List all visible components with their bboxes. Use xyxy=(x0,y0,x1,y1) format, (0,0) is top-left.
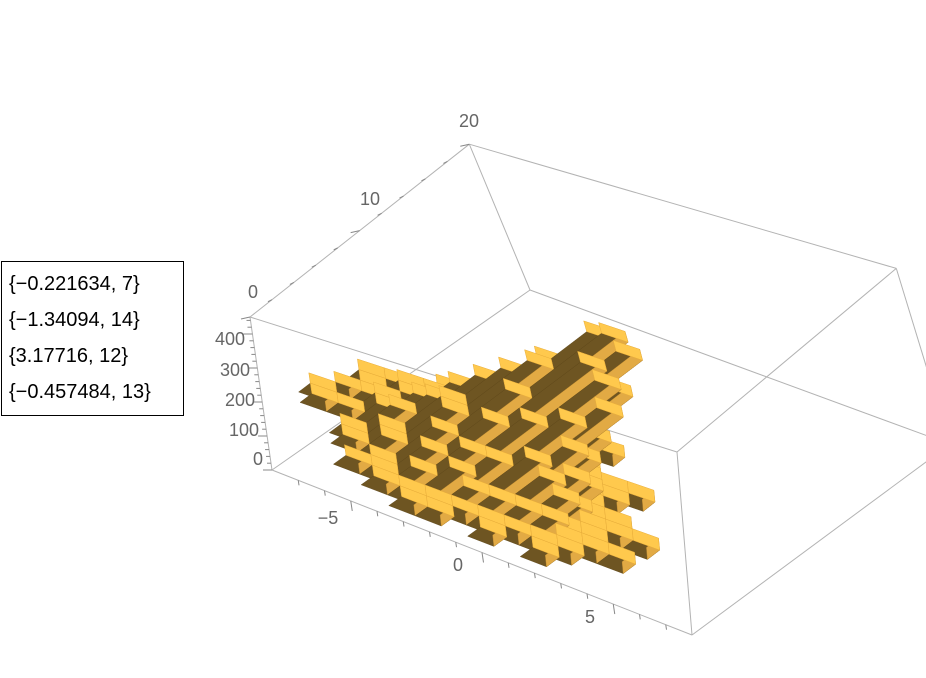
histogram-bar xyxy=(360,464,401,496)
x-tick-mark xyxy=(639,614,641,620)
axis-ticks xyxy=(240,143,667,630)
bar-top-face xyxy=(409,454,438,477)
bar-top-face xyxy=(524,349,555,370)
bar-top-face xyxy=(558,407,588,429)
x-tick-mark xyxy=(376,511,379,517)
x-tick-mark xyxy=(560,583,562,589)
z-tick-mark xyxy=(443,161,448,164)
histogram-bar xyxy=(299,382,339,413)
x-tick-mark xyxy=(665,624,667,630)
x-tick-label: 5 xyxy=(585,607,595,627)
z-tick-mark xyxy=(333,247,338,251)
box-edge xyxy=(529,289,926,436)
y-tick-label: 200 xyxy=(225,390,255,410)
z-tick-mark xyxy=(377,212,382,216)
bar-top-face xyxy=(598,322,629,343)
histogram-bar xyxy=(332,444,373,475)
z-tick-mark xyxy=(421,178,426,182)
histogram-bar xyxy=(467,515,508,547)
box-edge xyxy=(676,451,693,636)
z-tick-mark xyxy=(350,230,360,234)
histogram-bars xyxy=(298,320,661,574)
histogram-bar xyxy=(620,528,661,560)
box-edge xyxy=(895,268,926,368)
x-tick-mark xyxy=(324,490,326,496)
z-tick-mark xyxy=(311,264,317,268)
bar-top-face xyxy=(612,340,643,361)
x-tick-mark xyxy=(350,500,353,512)
y-tick-label: 400 xyxy=(215,329,245,349)
box-edge xyxy=(468,144,531,291)
bar-top-face xyxy=(627,480,656,503)
box-edge xyxy=(676,268,897,453)
histogram-bar xyxy=(388,485,429,517)
bar-top-face xyxy=(551,483,581,505)
tooltip-line: {−0.457484, 13} xyxy=(9,381,151,403)
box-edge xyxy=(469,143,897,269)
bar-top-face xyxy=(519,407,549,429)
z-tick-label: 10 xyxy=(360,189,380,209)
bar-top-face xyxy=(594,396,624,418)
bar-top-face xyxy=(523,445,553,468)
x-tick-mark xyxy=(297,480,300,486)
z-tick-mark xyxy=(240,316,251,320)
z-tick-mark xyxy=(289,281,295,285)
histogram-bar xyxy=(414,495,455,527)
bar-top-face xyxy=(426,495,455,518)
bar-top-face xyxy=(591,369,622,390)
bar-top-face xyxy=(607,542,636,565)
bar-top-face xyxy=(556,534,585,557)
y-tick-label: 100 xyxy=(229,420,259,440)
bar-top-face xyxy=(577,350,608,372)
y-tick-label: 0 xyxy=(253,449,263,469)
bar-top-face xyxy=(447,455,477,477)
x-tick-mark xyxy=(612,603,616,615)
box-edge xyxy=(249,316,273,471)
bar-top-face xyxy=(484,445,514,467)
histogram-bar xyxy=(519,535,560,568)
bar-top-face xyxy=(336,391,366,413)
tooltip-box: {−0.221634, 7} {−1.34094, 14} {3.17716, … xyxy=(1,261,184,416)
bar-top-face xyxy=(379,423,409,445)
tooltip-line: {3.17716, 12} xyxy=(9,345,129,367)
x-tick-mark xyxy=(534,573,536,579)
x-tick-mark xyxy=(481,552,484,563)
z-tick-mark xyxy=(267,299,273,303)
bar-top-face xyxy=(541,503,570,526)
bar-top-face xyxy=(631,528,660,551)
x-tick-label: −5 xyxy=(318,508,339,528)
x-tick-mark xyxy=(429,531,431,537)
bar-top-face xyxy=(341,423,370,445)
tooltip-line: {−1.34094, 14} xyxy=(9,309,140,331)
bar-top-face xyxy=(560,434,590,457)
z-tick-label: 20 xyxy=(459,111,479,131)
z-tick-mark xyxy=(460,143,470,147)
bar-top-face xyxy=(478,515,507,538)
x-tick-mark xyxy=(455,542,457,548)
z-tick-mark xyxy=(399,195,404,199)
bar-top-face xyxy=(419,435,449,457)
bar-top-face xyxy=(480,406,511,428)
x-tick-mark xyxy=(507,562,510,568)
bar-top-face xyxy=(388,393,418,415)
tooltip-line: {−0.221634, 7} xyxy=(9,273,140,295)
bar-top-face xyxy=(502,378,533,399)
z-tick-label: 0 xyxy=(248,282,258,302)
bar-top-face xyxy=(440,395,470,417)
x-tick-mark xyxy=(402,521,405,527)
x-tick-label: 0 xyxy=(453,555,463,575)
bar-top-face xyxy=(531,535,560,558)
histogram-bar xyxy=(326,391,366,422)
bar-top-face xyxy=(430,415,460,437)
x-tick-mark xyxy=(586,593,589,599)
bar-top-face xyxy=(537,464,567,486)
histogram-bar xyxy=(596,542,637,574)
bar-top-face xyxy=(562,462,592,485)
y-tick-label: 300 xyxy=(220,360,250,380)
box-edge xyxy=(691,461,926,636)
